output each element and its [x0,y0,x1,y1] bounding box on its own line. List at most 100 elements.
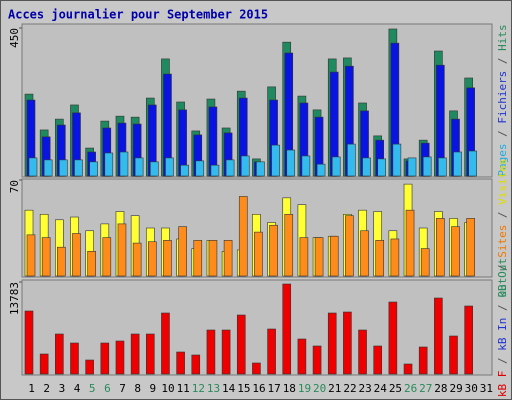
x-tick-label: 19 [298,382,311,395]
bar [238,196,248,277]
bar [407,157,417,177]
bar [236,314,246,375]
bar [331,156,341,177]
legend-separator: / [496,351,509,371]
y-tick-label: 450 [8,28,21,48]
bar [223,240,233,277]
bar [282,283,292,375]
bar [358,329,367,375]
legend-entry: Hits [496,24,509,51]
x-tick-label: 28 [434,382,447,395]
x-tick-label: 16 [252,382,265,395]
x-tick-label: 13 [207,382,220,395]
bar [390,238,400,277]
bar [420,248,430,277]
bar [345,215,354,277]
bar [28,157,38,177]
legend-entry: Out [496,278,509,298]
bar [422,156,432,177]
bar [163,240,172,277]
y-tick-label: 70 [8,180,21,193]
x-tick-label: 12 [192,382,205,395]
bar [100,342,110,375]
legend: kB F / kB In / kB Out [496,258,509,397]
bar [24,310,34,375]
x-tick-label: 29 [449,382,462,395]
x-tick-label: 26 [404,382,417,395]
bar [149,161,159,177]
bar [312,345,322,375]
legend-separator: / [496,205,509,225]
legend-separator: / [496,51,509,71]
bar [301,155,311,177]
bar [286,149,296,177]
bar [119,151,129,177]
bar [74,159,83,177]
bar [360,230,369,277]
bar [347,143,356,177]
bar [403,363,413,375]
x-tick-label: 24 [374,382,388,395]
legend-entry: kB Out [496,258,509,298]
bar [72,233,81,277]
bar [436,218,445,277]
bar [362,157,371,177]
bar [388,301,398,375]
bar [329,235,339,277]
bar [104,152,114,177]
x-tick-label: 27 [419,382,432,395]
bar [89,161,98,177]
bar [115,340,125,375]
legend-separator: / [496,298,509,318]
bar [451,226,460,277]
bar [316,163,326,177]
legend: Pages / Fichiers / Hits [496,24,509,176]
bar [221,329,231,375]
legend-separator: / [496,124,509,144]
bar [252,362,261,375]
bar [85,359,94,375]
bar [466,218,475,277]
bar [297,338,307,375]
x-tick-label: 21 [328,382,341,395]
x-tick-label: 15 [237,382,250,395]
bar [130,333,140,375]
bar [206,329,216,375]
x-tick-label: 10 [161,382,174,395]
bar [271,144,280,177]
panel [21,23,493,178]
legend-entry: kB In [496,318,509,351]
bar [70,342,79,375]
legend: Out / Sites / Visites [496,158,509,297]
bar [59,159,68,177]
x-tick-label: 11 [177,382,190,395]
bar [191,354,201,375]
bar [55,333,64,375]
bar [418,346,428,375]
bar [193,240,203,277]
bar [57,246,66,277]
bar [210,164,220,177]
x-tick-label: 17 [268,382,281,395]
bar [147,241,157,277]
x-tick-label: 22 [343,382,356,395]
bar [449,335,458,375]
bar [43,159,53,177]
bar [267,328,276,375]
panel [21,279,493,376]
bar [438,157,447,177]
x-tick-label: 18 [283,382,296,395]
bar [195,160,205,177]
bar [256,161,265,177]
bar [180,164,189,177]
x-tick-label: 9 [150,382,157,395]
x-tick-label: 14 [222,382,236,395]
x-tick-label: 5 [89,382,96,395]
bar [102,237,112,277]
bar [39,353,49,375]
x-tick-label: 4 [74,382,81,395]
bar [26,234,36,277]
x-tick-label: 2 [43,382,50,395]
bar [165,157,174,177]
bar [269,224,278,277]
